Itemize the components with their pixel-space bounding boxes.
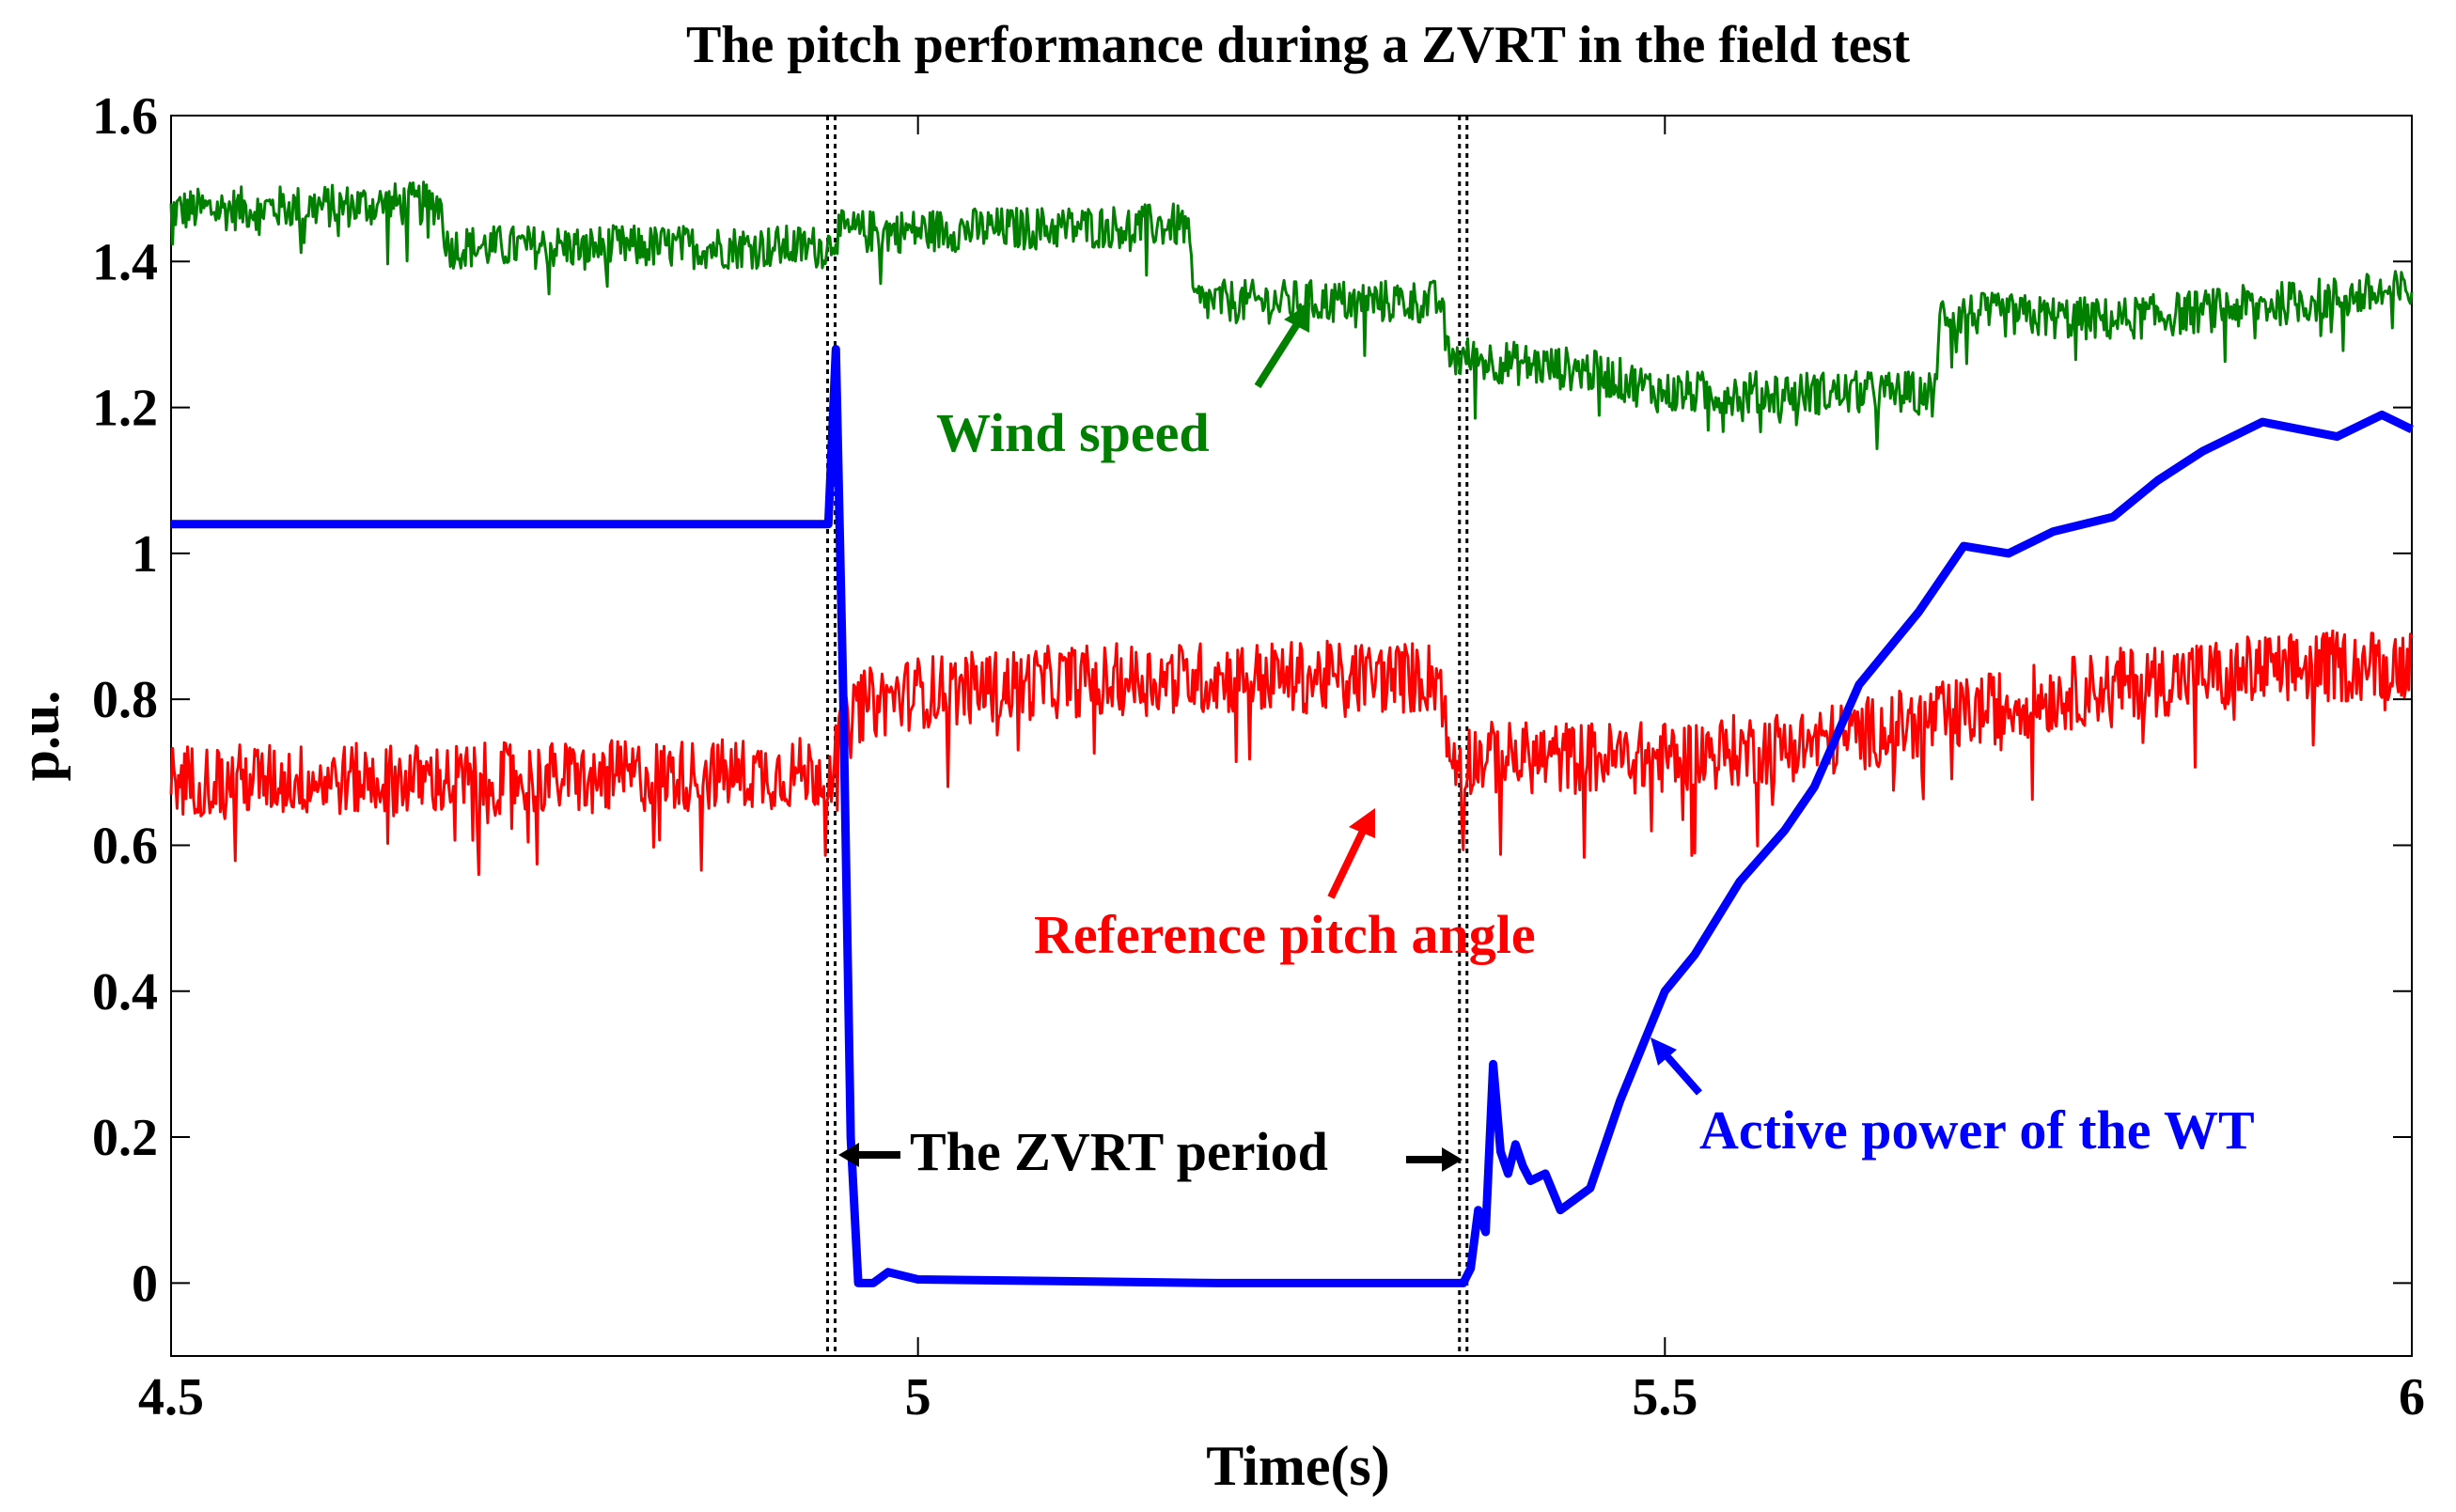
annotation-reference-pitch: Reference pitch angle xyxy=(1034,904,1536,965)
y-tick-label: 0.4 xyxy=(92,963,158,1021)
y-tick-label: 0.8 xyxy=(92,671,158,729)
x-tick-label: 5.5 xyxy=(1632,1368,1697,1426)
arrow-wind-speed xyxy=(1254,303,1310,389)
y-tick-label: 1.2 xyxy=(92,380,158,438)
annotation-active-power: Active power of the WT xyxy=(1699,1099,2255,1161)
x-axis: 4.5 5 5.5 6 xyxy=(138,116,2425,1426)
x-tick-label: 4.5 xyxy=(138,1368,204,1426)
annotation-wind-speed: Wind speed xyxy=(936,402,1210,463)
y-axis-label: p.u. xyxy=(8,691,70,782)
arrow-reference-pitch xyxy=(1327,808,1375,899)
arrow-zvrt-left xyxy=(838,1143,900,1167)
y-tick-label: 0 xyxy=(132,1255,158,1313)
chart-title: The pitch performance during a ZVRT in t… xyxy=(686,16,1910,74)
y-axis: 0 0.2 0.4 0.6 0.8 1 1.2 1.4 1.6 xyxy=(92,87,2412,1313)
x-tick-label: 6 xyxy=(2399,1368,2425,1426)
zvrt-markers xyxy=(825,116,1469,1356)
y-tick-label: 0.2 xyxy=(92,1109,158,1167)
x-axis-label: Time(s) xyxy=(1206,1435,1390,1497)
plot-frame xyxy=(170,115,2413,1357)
annotations: Wind speed Reference pitch angle The ZVR… xyxy=(838,303,2255,1182)
y-tick-label: 1.4 xyxy=(92,233,158,291)
x-tick-label: 5 xyxy=(905,1368,931,1426)
y-tick-label: 1.6 xyxy=(92,87,158,146)
series-line-active-power-of-the-wt xyxy=(171,345,2414,1287)
annotation-zvrt-period: The ZVRT period xyxy=(910,1121,1328,1182)
series-line-reference-pitch-angle xyxy=(169,629,2414,877)
y-tick-label: 1 xyxy=(132,525,158,584)
arrow-zvrt-right xyxy=(1406,1147,1463,1172)
y-tick-label: 0.6 xyxy=(92,817,158,875)
arrow-active-power xyxy=(1650,1037,1702,1096)
